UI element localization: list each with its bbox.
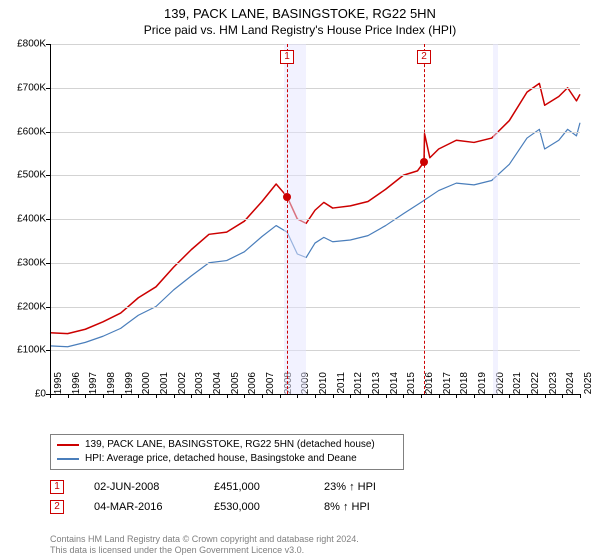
x-axis-label: 2000 <box>141 372 152 402</box>
y-axis-label: £100K <box>2 345 46 356</box>
transaction-marker <box>420 158 428 166</box>
event-line <box>424 44 425 394</box>
x-axis-label: 1998 <box>106 372 117 402</box>
legend-area: 139, PACK LANE, BASINGSTOKE, RG22 5HN (d… <box>50 434 580 518</box>
footer-line-2: This data is licensed under the Open Gov… <box>50 545 359 556</box>
legend-swatch <box>57 458 79 460</box>
x-axis-label: 2017 <box>442 372 453 402</box>
x-axis-label: 2010 <box>318 372 329 402</box>
x-axis-label: 2018 <box>459 372 470 402</box>
y-axis-label: £300K <box>2 257 46 268</box>
x-axis-label: 2005 <box>230 372 241 402</box>
x-axis-label: 2016 <box>424 372 435 402</box>
x-axis-label: 2014 <box>389 372 400 402</box>
x-axis-label: 2003 <box>194 372 205 402</box>
x-axis-label: 2024 <box>565 372 576 402</box>
x-axis-label: 2013 <box>371 372 382 402</box>
legend-label: 139, PACK LANE, BASINGSTOKE, RG22 5HN (d… <box>85 438 375 452</box>
x-axis-label: 2025 <box>583 372 594 402</box>
x-axis-label: 1996 <box>71 372 82 402</box>
y-axis-label: £500K <box>2 170 46 181</box>
x-axis-label: 2021 <box>512 372 523 402</box>
legend-label: HPI: Average price, detached house, Basi… <box>85 452 357 466</box>
event-label-box: 1 <box>280 50 294 64</box>
transaction-id-box: 1 <box>50 480 64 494</box>
transaction-row: 2 04-MAR-2016 £530,000 8% ↑ HPI <box>50 498 580 516</box>
y-axis-label: £800K <box>2 39 46 50</box>
event-line <box>287 44 288 394</box>
x-axis-label: 2006 <box>247 372 258 402</box>
x-axis-label: 1995 <box>53 372 64 402</box>
x-axis-label: 2007 <box>265 372 276 402</box>
transaction-diff: 8% ↑ HPI <box>324 498 404 516</box>
legend-box: 139, PACK LANE, BASINGSTOKE, RG22 5HN (d… <box>50 434 404 470</box>
transaction-id-box: 2 <box>50 500 64 514</box>
x-axis-label: 1999 <box>124 372 135 402</box>
chart-title: 139, PACK LANE, BASINGSTOKE, RG22 5HN <box>0 0 600 21</box>
transaction-date: 04-MAR-2016 <box>94 498 184 516</box>
y-axis-label: £700K <box>2 82 46 93</box>
x-axis-label: 2002 <box>177 372 188 402</box>
transaction-price: £451,000 <box>214 478 294 496</box>
transaction-marker <box>283 193 291 201</box>
chart-container: 139, PACK LANE, BASINGSTOKE, RG22 5HN Pr… <box>0 0 600 560</box>
series-line <box>50 123 580 347</box>
legend-item: 139, PACK LANE, BASINGSTOKE, RG22 5HN (d… <box>57 438 397 452</box>
transaction-price: £530,000 <box>214 498 294 516</box>
x-axis-label: 2012 <box>353 372 364 402</box>
x-axis-label: 2023 <box>548 372 559 402</box>
y-axis-label: £600K <box>2 126 46 137</box>
x-axis-label: 1997 <box>88 372 99 402</box>
series-line <box>50 83 580 333</box>
event-label-box: 2 <box>417 50 431 64</box>
footer-line-1: Contains HM Land Registry data © Crown c… <box>50 534 359 545</box>
x-axis-label: 2019 <box>477 372 488 402</box>
transaction-date: 02-JUN-2008 <box>94 478 184 496</box>
transaction-diff: 23% ↑ HPI <box>324 478 404 496</box>
x-axis-label: 2001 <box>159 372 170 402</box>
y-axis-label: £400K <box>2 214 46 225</box>
transaction-row: 1 02-JUN-2008 £451,000 23% ↑ HPI <box>50 478 580 496</box>
x-axis-label: 2011 <box>336 372 347 402</box>
chart-plot-area: £0£100K£200K£300K£400K£500K£600K£700K£80… <box>50 44 580 395</box>
x-axis-label: 2022 <box>530 372 541 402</box>
legend-swatch <box>57 444 79 446</box>
chart-subtitle: Price paid vs. HM Land Registry's House … <box>0 21 600 39</box>
y-axis-label: £0 <box>2 389 46 400</box>
recession-band <box>493 44 497 394</box>
transactions-table: 1 02-JUN-2008 £451,000 23% ↑ HPI 2 04-MAR-201… <box>50 478 580 516</box>
footer-attribution: Contains HM Land Registry data © Crown c… <box>50 534 359 556</box>
legend-item: HPI: Average price, detached house, Basi… <box>57 452 397 466</box>
x-axis-label: 2015 <box>406 372 417 402</box>
y-axis-label: £200K <box>2 301 46 312</box>
x-axis-label: 2004 <box>212 372 223 402</box>
